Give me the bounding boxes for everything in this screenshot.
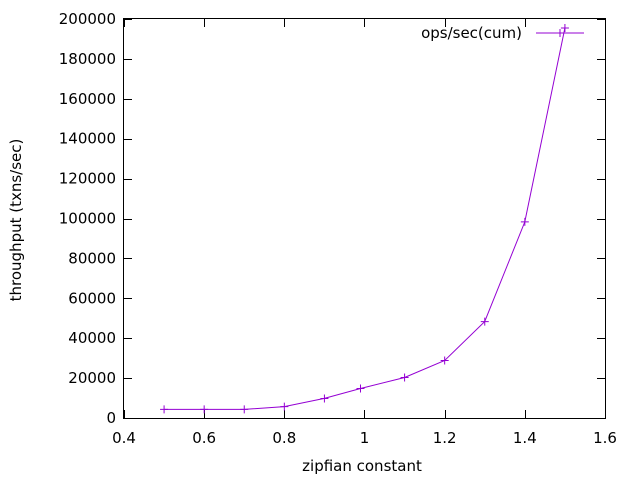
x-tick-marks bbox=[124, 19, 606, 418]
series-line-0 bbox=[164, 27, 566, 410]
y-tick-label-4: 80000 bbox=[68, 249, 116, 267]
y-tick-label-1: 20000 bbox=[68, 369, 116, 387]
data-point-0-2 bbox=[240, 405, 249, 414]
y-tick-label-0: 0 bbox=[106, 409, 116, 427]
y-tick-label-2: 40000 bbox=[68, 329, 116, 347]
data-point-0-3 bbox=[280, 402, 289, 411]
x-tick-label-5: 1.4 bbox=[513, 429, 537, 447]
y-tick-label-6: 120000 bbox=[59, 170, 116, 188]
y-tick-label-3: 60000 bbox=[68, 289, 116, 307]
data-point-0-5 bbox=[356, 384, 365, 393]
series-group bbox=[160, 23, 569, 414]
y-tick-labels: 0 20000 40000 60000 80000 100000 120000 140000 1… bbox=[59, 10, 116, 427]
y-tick-label-9: 180000 bbox=[59, 50, 116, 68]
y-tick-label-7: 140000 bbox=[59, 130, 116, 148]
x-tick-label-1: 0.6 bbox=[192, 429, 216, 447]
x-tick-label-0: 0.4 bbox=[112, 429, 136, 447]
data-point-0-8 bbox=[480, 317, 489, 326]
data-point-0-7 bbox=[440, 356, 449, 365]
x-tick-labels: 0.4 0.6 0.8 1 1.2 1.4 1.6 bbox=[112, 429, 617, 447]
x-tick-label-3: 1 bbox=[360, 429, 370, 447]
x-tick-label-6: 1.6 bbox=[593, 429, 617, 447]
x-tick-label-4: 1.2 bbox=[433, 429, 457, 447]
plot-frame bbox=[123, 18, 606, 419]
y-tick-label-8: 160000 bbox=[59, 90, 116, 108]
y-tick-label-5: 100000 bbox=[59, 210, 116, 228]
data-point-0-6 bbox=[400, 373, 409, 382]
data-point-0-1 bbox=[200, 405, 209, 414]
legend-label: ops/sec(cum) bbox=[421, 24, 522, 42]
data-point-0-9 bbox=[520, 217, 529, 226]
data-point-0-4 bbox=[320, 394, 329, 403]
y-axis-title: throughput (txns/sec) bbox=[7, 139, 25, 302]
legend: ops/sec(cum) bbox=[421, 24, 584, 42]
x-axis-title: zipfian constant bbox=[302, 457, 422, 475]
y-tick-label-10: 200000 bbox=[59, 10, 116, 28]
y-tick-marks bbox=[124, 19, 605, 419]
data-point-0-10 bbox=[560, 23, 569, 32]
data-point-0-0 bbox=[160, 405, 169, 414]
legend-marker bbox=[556, 29, 564, 37]
x-tick-label-2: 0.8 bbox=[272, 429, 296, 447]
